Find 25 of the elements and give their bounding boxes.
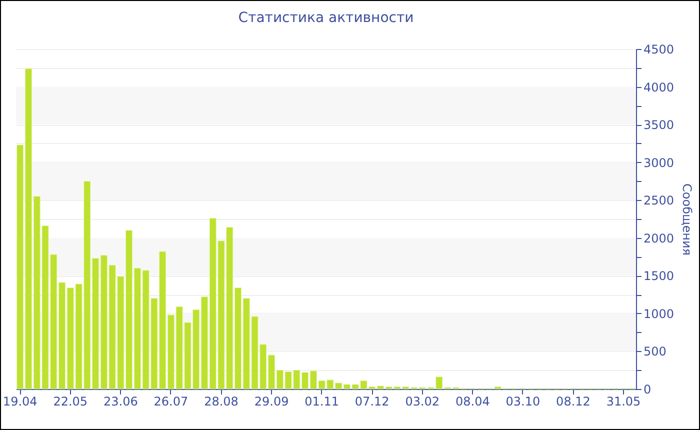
x-tick-label: 29.09 [254, 394, 289, 408]
y-tick-label: 3000 [644, 156, 674, 170]
x-tick-label: 03.10 [506, 394, 540, 408]
x-tick-label: 31.05 [606, 394, 641, 408]
chart-title: Статистика активности [238, 10, 414, 26]
x-tick-label: 23.06 [103, 394, 138, 408]
y-tick-label: 4500 [644, 42, 674, 56]
x-tick-label: 03.02 [405, 394, 440, 408]
x-tick-label: 19.04 [2, 394, 38, 408]
y-tick-label: 1500 [644, 269, 674, 284]
x-tick-label: 08.12 [556, 394, 590, 408]
y-tick-label: 2500 [644, 194, 674, 208]
x-tick-label: 07.12 [354, 394, 390, 408]
x-tick-label: 22.05 [53, 394, 88, 408]
y-tick-label: 3500 [644, 118, 674, 132]
y-tick-label: 0 [644, 382, 652, 396]
x-tick-label: 28.08 [204, 394, 238, 408]
y-tick-label: 4000 [644, 80, 674, 94]
x-tick-label: 26.07 [154, 394, 188, 408]
y-tick-label: 2000 [644, 231, 674, 246]
x-tick-label: 08.04 [455, 394, 490, 408]
x-tick-label: 01.11 [304, 394, 339, 408]
y-axis-title: Сообщения [680, 183, 694, 256]
y-tick-label: 500 [644, 344, 666, 359]
y-tick-label: 1000 [644, 306, 674, 321]
